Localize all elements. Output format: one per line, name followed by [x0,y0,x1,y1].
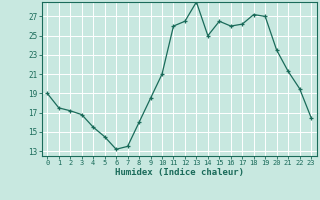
X-axis label: Humidex (Indice chaleur): Humidex (Indice chaleur) [115,168,244,177]
